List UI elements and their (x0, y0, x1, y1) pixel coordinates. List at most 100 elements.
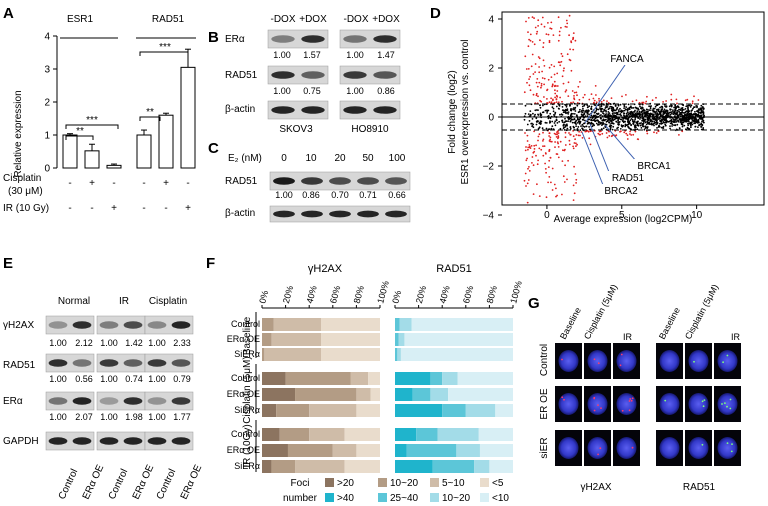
row-label: SiERα (234, 461, 260, 471)
data-point (551, 120, 554, 123)
data-point (545, 196, 548, 199)
data-point (535, 144, 537, 147)
data-point (548, 135, 550, 137)
data-point (557, 101, 560, 104)
stacked-bar-segment (332, 444, 357, 457)
data-point (557, 135, 560, 137)
blot-band (343, 35, 367, 43)
data-point (669, 120, 671, 123)
data-point (698, 109, 700, 112)
gene-label-bg (606, 52, 648, 65)
data-point (677, 106, 680, 109)
data-point (695, 121, 698, 124)
legend-swatch (480, 478, 489, 487)
data-point (542, 154, 545, 157)
data-point (626, 108, 629, 111)
panel-e-value: 2.07 (75, 412, 93, 422)
data-point (545, 127, 548, 130)
data-point (547, 33, 550, 36)
legend-swatch (378, 478, 387, 487)
stacked-bar-segment (356, 404, 380, 417)
data-point (623, 105, 626, 108)
data-point (588, 113, 590, 116)
blot-membrane (45, 391, 95, 411)
data-point (553, 80, 556, 83)
data-point (682, 121, 685, 124)
data-point (557, 136, 560, 139)
data-point (545, 33, 548, 35)
data-point (561, 119, 564, 122)
data-point (629, 119, 632, 122)
data-point (644, 127, 647, 129)
data-point (697, 126, 699, 128)
data-point (560, 26, 562, 29)
data-point (619, 103, 622, 106)
data-point (550, 27, 553, 30)
data-point (539, 39, 541, 42)
legend-swatch (378, 493, 387, 502)
data-point (574, 108, 576, 110)
data-point (680, 107, 683, 110)
legend-label: 25~40 (390, 493, 419, 504)
data-point (687, 109, 690, 112)
data-point (554, 146, 556, 149)
stacked-bar-segment (276, 404, 310, 417)
data-point (535, 117, 538, 120)
blot-band (301, 210, 323, 218)
data-point (632, 107, 635, 109)
data-point (662, 121, 665, 123)
blot-band (271, 106, 295, 114)
panel-letter-c: C (208, 140, 219, 157)
data-point (620, 118, 623, 121)
data-point (564, 131, 567, 134)
data-point (574, 121, 577, 124)
data-point (548, 150, 551, 153)
data-point (605, 109, 607, 112)
data-point (672, 121, 675, 123)
data-point (536, 78, 539, 80)
panel-b-value: 1.47 (377, 50, 395, 60)
data-point (564, 25, 567, 28)
blot-band (343, 106, 367, 114)
blot-band (171, 321, 191, 329)
data-point (556, 90, 559, 92)
data-point (527, 45, 530, 48)
data-point (550, 127, 553, 130)
data-point (700, 109, 703, 112)
data-point (583, 126, 586, 128)
data-point (606, 136, 609, 139)
data-point (523, 179, 526, 182)
data-point (656, 127, 658, 129)
y-tick-label: 1 (44, 131, 50, 142)
data-point (631, 118, 634, 121)
blot-band (123, 321, 143, 329)
stacked-bar-segment (395, 460, 433, 473)
data-point (576, 122, 579, 124)
data-point (659, 122, 661, 125)
nucleus (688, 393, 709, 415)
gene-label-rad51: RAD51 (612, 173, 645, 184)
data-point (639, 118, 641, 120)
blot-membrane (339, 29, 401, 49)
data-point (573, 95, 575, 97)
data-point (572, 184, 575, 187)
panel-e-group-cisplatin: Cisplatin (149, 296, 187, 307)
data-point (569, 126, 572, 128)
data-point (679, 113, 682, 116)
data-point (593, 119, 596, 121)
blot-band (48, 437, 68, 445)
data-point (652, 110, 655, 113)
blot-band (123, 397, 143, 405)
data-point (529, 75, 531, 78)
nucleus (587, 437, 608, 459)
panel-c-header: E₂ (nM) (228, 153, 262, 164)
data-point (655, 132, 658, 134)
data-point (535, 94, 538, 97)
data-point (622, 120, 624, 122)
data-point (566, 108, 569, 111)
data-point (536, 183, 538, 186)
data-point (554, 124, 557, 127)
data-point (566, 26, 568, 28)
gene-label-brca2: BRCA2 (604, 186, 638, 197)
data-point (673, 110, 676, 113)
